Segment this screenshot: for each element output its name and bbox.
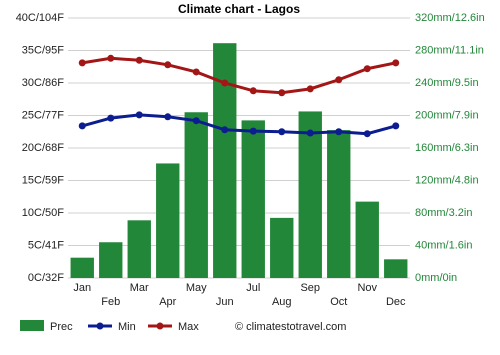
x-tick-label: Sep	[300, 282, 320, 294]
temp-marker	[164, 61, 172, 69]
precip-bar	[156, 163, 180, 278]
x-tick-label: Jan	[73, 282, 91, 294]
temp-marker	[249, 127, 257, 135]
y2-tick-label: 0mm/0in	[415, 272, 457, 284]
x-tick-label: May	[186, 282, 207, 294]
y-tick-label: 15C/59F	[22, 174, 64, 186]
y2-tick-label: 200mm/7.9in	[415, 109, 479, 121]
temp-marker	[335, 76, 343, 84]
legend-label: Min	[118, 321, 136, 333]
x-tick-label: Nov	[357, 282, 377, 294]
x-tick-label: Oct	[330, 296, 347, 308]
y-tick-label: 5C/41F	[28, 239, 64, 251]
precip-bar	[355, 201, 379, 278]
temp-marker	[221, 126, 229, 134]
precip-bar	[298, 111, 322, 278]
precip-bar	[213, 43, 237, 278]
precip-bar	[70, 257, 94, 278]
x-tick-label: Apr	[159, 296, 176, 308]
y-tick-label: 20C/68F	[22, 142, 64, 154]
temp-marker	[363, 130, 371, 138]
y2-tick-label: 80mm/3.2in	[415, 207, 472, 219]
temp-marker	[78, 122, 86, 130]
y-tick-label: 0C/32F	[28, 272, 64, 284]
y-tick-label: 30C/86F	[22, 77, 64, 89]
legend-label: Max	[178, 321, 199, 333]
x-tick-label: Aug	[272, 296, 292, 308]
temp-marker	[192, 68, 200, 76]
precip-bar	[270, 217, 294, 278]
y2-tick-label: 280mm/11.1in	[415, 44, 484, 56]
temp-marker	[306, 129, 314, 137]
temp-marker	[135, 56, 143, 64]
legend-marker	[96, 322, 104, 330]
x-tick-label: Jul	[246, 282, 260, 294]
x-tick-label: Feb	[101, 296, 120, 308]
legend-swatch	[20, 320, 44, 331]
temp-marker	[192, 117, 200, 125]
temp-marker	[335, 128, 343, 136]
precip-bar	[99, 242, 123, 278]
temp-line	[81, 113, 397, 136]
temp-marker	[278, 89, 286, 97]
temp-marker	[392, 122, 400, 130]
temp-marker	[135, 111, 143, 119]
temp-marker	[392, 59, 400, 67]
y2-tick-label: 240mm/9.5in	[415, 77, 479, 89]
watermark: © climatestotravel.com	[235, 321, 346, 333]
legend-marker	[156, 322, 164, 330]
precip-bar	[184, 112, 208, 278]
precip-bar	[327, 130, 351, 278]
precip-bar	[241, 120, 265, 278]
y-tick-label: 35C/95F	[22, 44, 64, 56]
temp-line	[82, 56, 397, 95]
x-tick-label: Jun	[216, 296, 234, 308]
temp-marker	[78, 59, 86, 67]
precip-bar	[384, 259, 408, 278]
y-tick-label: 10C/50F	[22, 207, 64, 219]
y2-tick-label: 320mm/12.6in	[415, 12, 485, 24]
temp-marker	[164, 113, 172, 121]
precip-bar	[127, 220, 151, 278]
chart-title: Climate chart - Lagos	[178, 2, 300, 16]
y-tick-label: 25C/77F	[22, 109, 64, 121]
temp-marker	[278, 128, 286, 136]
temp-marker	[221, 79, 229, 87]
y-tick-label: 40C/104F	[16, 12, 65, 24]
y2-tick-label: 40mm/1.6in	[415, 239, 472, 251]
temp-marker	[107, 114, 115, 122]
y2-tick-label: 160mm/6.3in	[415, 142, 479, 154]
x-tick-label: Dec	[386, 296, 406, 308]
legend-label: Prec	[50, 321, 73, 333]
y2-tick-label: 120mm/4.8in	[415, 174, 479, 186]
temp-marker	[363, 65, 371, 73]
temp-marker	[249, 87, 257, 95]
temp-marker	[306, 85, 314, 93]
x-tick-label: Mar	[130, 282, 149, 294]
temp-marker	[107, 54, 115, 62]
